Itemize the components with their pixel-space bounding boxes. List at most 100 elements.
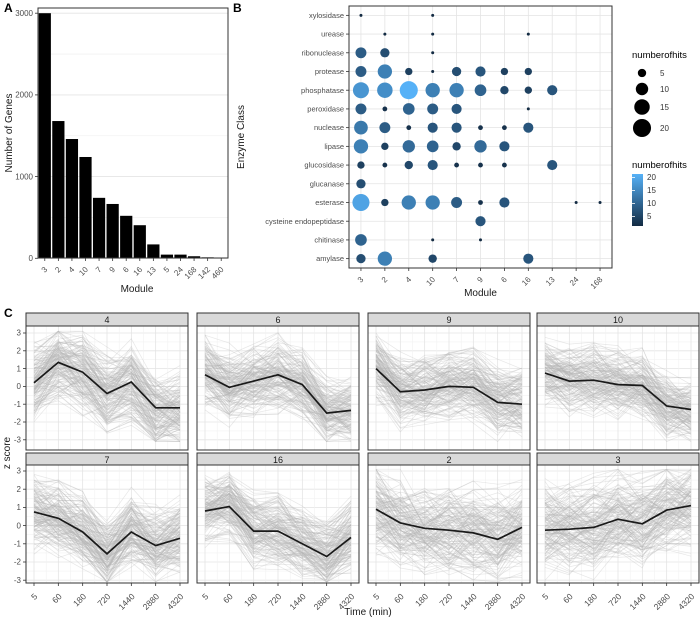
svg-text:Enzyme Class: Enzyme Class	[236, 105, 247, 169]
svg-text:urease: urease	[321, 30, 344, 39]
svg-text:2: 2	[53, 265, 63, 275]
bubble-cysteine-endopeptidase-m9	[475, 216, 486, 227]
bubble-esterase-m3	[352, 193, 370, 212]
bar-module-6	[120, 215, 133, 259]
facet-2: 2 5 60 180 720 1440 2880 4320	[367, 452, 531, 612]
bubble-esterase-m4	[401, 195, 416, 210]
bar-module-5	[160, 254, 174, 259]
svg-text:2880: 2880	[652, 591, 673, 612]
bubble-lipase-m6	[499, 141, 510, 152]
facet-16-mean-line	[204, 505, 352, 558]
svg-text:amylase: amylase	[316, 254, 344, 263]
svg-text:0: 0	[29, 254, 34, 263]
bar-module-7	[92, 197, 106, 259]
facet-3-cloud	[544, 468, 692, 581]
panel-c-label: C	[4, 306, 13, 320]
svg-text:-1: -1	[14, 540, 22, 549]
svg-text:168: 168	[183, 265, 199, 281]
svg-text:1440: 1440	[116, 591, 137, 612]
svg-text:protease: protease	[315, 67, 344, 76]
svg-text:4320: 4320	[165, 591, 186, 612]
svg-text:60: 60	[50, 591, 64, 605]
bar-module-4	[65, 139, 79, 259]
svg-text:2880: 2880	[141, 591, 162, 612]
svg-text:-3: -3	[14, 576, 22, 585]
size-legend-dot-20	[632, 118, 652, 138]
facet-6-mean-line	[204, 373, 352, 414]
svg-text:Module: Module	[464, 288, 497, 299]
svg-text:16: 16	[520, 275, 533, 288]
size-legend-dot-15	[634, 99, 650, 115]
bubble-esterase-m6	[499, 197, 510, 208]
svg-text:3000: 3000	[15, 9, 33, 18]
svg-text:20: 20	[647, 173, 656, 182]
bubble-peroxidase-m7	[451, 103, 462, 114]
svg-text:24: 24	[568, 275, 581, 288]
bubble-protease-m9	[475, 66, 486, 77]
bubble-ribonuclease-m3	[355, 47, 367, 59]
svg-text:1440: 1440	[458, 591, 479, 612]
bubble-nuclease-m4	[406, 125, 412, 131]
bubble-protease-m10	[431, 70, 435, 73]
size-legend-dot-5	[637, 68, 647, 78]
bubble-esterase-m2	[381, 198, 389, 207]
bubble-lipase-m9	[474, 140, 487, 153]
bar-module-24	[174, 254, 187, 259]
bubble-esterase-m9	[478, 200, 483, 205]
bubble-phosphatase-m3	[352, 82, 369, 99]
svg-text:1440: 1440	[287, 591, 308, 612]
facet-6-cloud	[204, 332, 352, 443]
svg-text:60: 60	[221, 591, 235, 605]
svg-text:7: 7	[104, 455, 109, 465]
bubble-phosphatase-m16	[524, 86, 532, 94]
svg-text:1000: 1000	[15, 172, 33, 181]
bubble-protease-m6	[500, 67, 509, 76]
bar-module-16	[133, 225, 146, 259]
facet-3: 3 5 60 180 720 1440 2880 4320	[536, 452, 700, 612]
bubble-protease-m7	[451, 66, 462, 77]
facet-2-cloud	[375, 468, 523, 583]
bubble-glucosidase-m2	[382, 162, 388, 168]
bubble-nuclease-m7	[451, 122, 462, 133]
bubble-phosphatase-m10	[425, 83, 440, 98]
svg-text:5: 5	[660, 69, 665, 78]
svg-text:3: 3	[356, 275, 366, 285]
svg-text:16: 16	[132, 265, 145, 278]
svg-text:168: 168	[589, 275, 605, 291]
bubble-xylosidase-m10	[431, 13, 435, 17]
bubble-protease-m16	[524, 67, 532, 76]
svg-text:4: 4	[104, 315, 109, 325]
bubble-chitinase-m3	[355, 234, 367, 246]
svg-text:5: 5	[371, 591, 382, 602]
svg-text:5: 5	[647, 212, 652, 221]
bubble-lipase-m3	[353, 139, 369, 154]
bubble-nuclease-m9	[478, 125, 483, 131]
facet-7-cloud	[33, 474, 181, 583]
size-legend-dot-10	[635, 82, 649, 96]
svg-text:3: 3	[17, 467, 22, 476]
svg-text:2000: 2000	[15, 91, 33, 100]
svg-text:chitinase: chitinase	[314, 236, 344, 245]
facet-strip-10	[536, 312, 700, 327]
svg-text:peroxidase: peroxidase	[307, 105, 344, 114]
facet-strip-3	[536, 452, 700, 466]
svg-text:4320: 4320	[507, 591, 528, 612]
facet-9: 9	[367, 312, 531, 451]
bubble-esterase-m10	[425, 195, 440, 210]
svg-text:3: 3	[40, 265, 50, 275]
svg-text:6: 6	[275, 315, 280, 325]
svg-text:5: 5	[29, 591, 40, 602]
svg-text:nuclease: nuclease	[314, 123, 344, 132]
facet-strip-6	[196, 312, 360, 327]
facet-strip-16	[196, 452, 360, 466]
bubble-chitinase-m10	[431, 238, 435, 242]
svg-text:6: 6	[499, 275, 509, 285]
svg-text:2880: 2880	[483, 591, 504, 612]
bubble-phosphatase-m2	[377, 82, 393, 98]
svg-text:2: 2	[446, 455, 451, 465]
bubble-peroxidase-m3	[355, 103, 367, 115]
facet-strip-9	[367, 312, 531, 327]
bubble-nuclease-m3	[354, 120, 368, 135]
